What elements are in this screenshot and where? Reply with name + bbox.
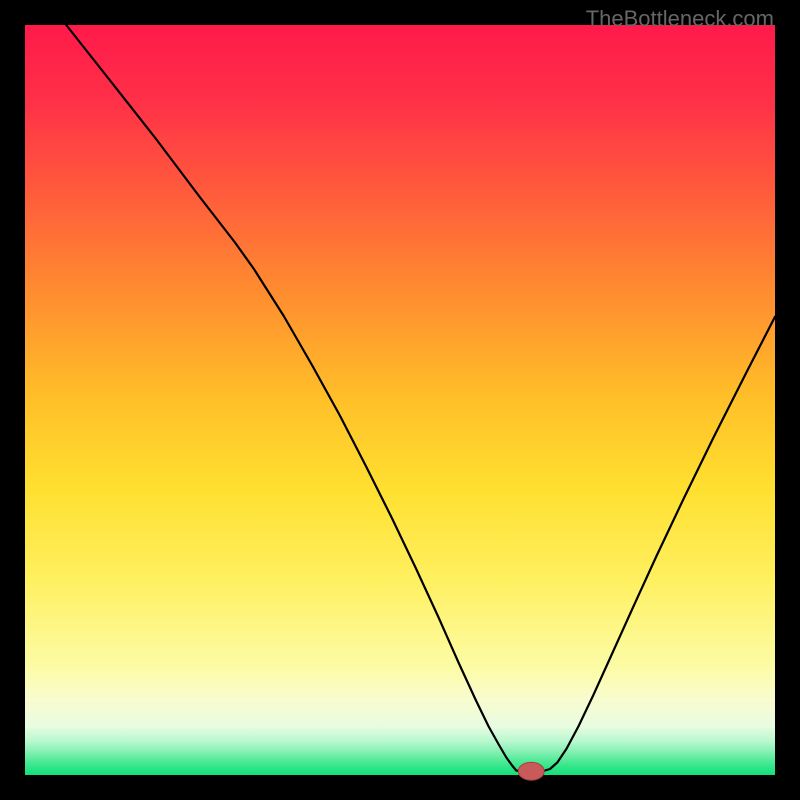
bottleneck-chart: TheBottleneck.com (0, 0, 800, 800)
plot-background (25, 25, 775, 775)
watermark-label: TheBottleneck.com (586, 6, 774, 32)
chart-svg (0, 0, 800, 800)
optimal-marker (518, 762, 544, 780)
